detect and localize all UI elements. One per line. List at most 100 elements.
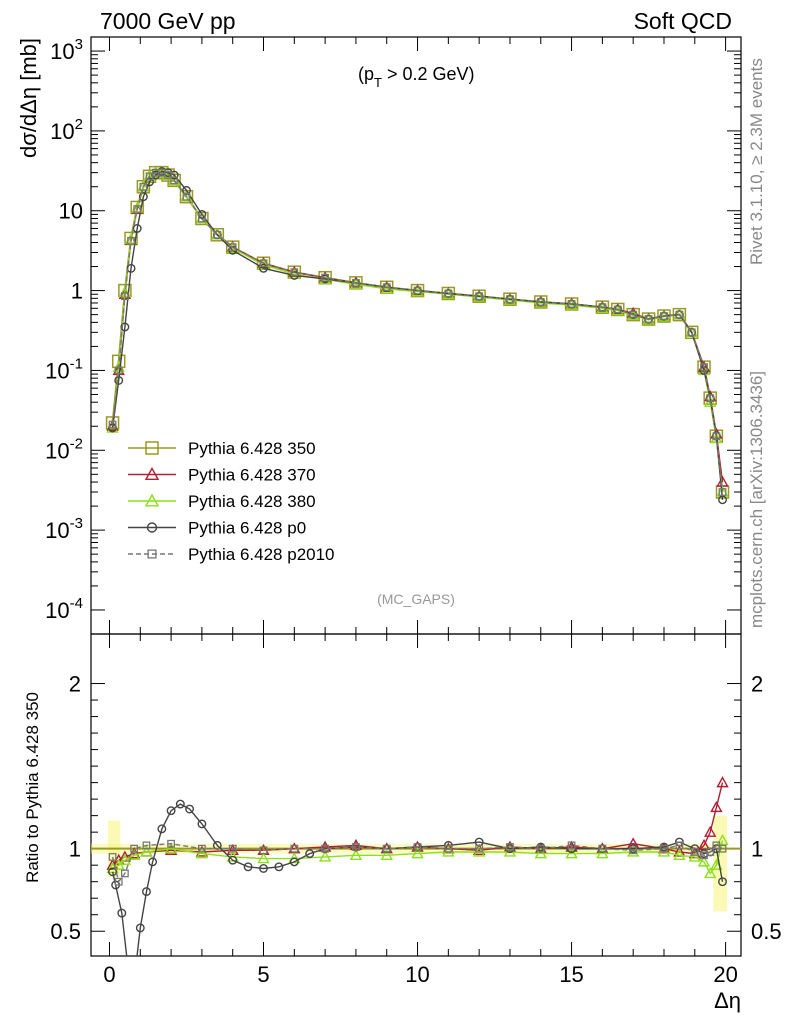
ratio-point	[167, 839, 175, 848]
ratio-point	[598, 844, 607, 853]
ratio-point	[130, 844, 139, 853]
ratio-point	[629, 846, 638, 855]
data-point	[138, 192, 148, 202]
data-point	[167, 173, 181, 186]
ratio-point	[536, 844, 545, 853]
legend-entry: Pythia 6.428 p0	[128, 519, 306, 538]
ratio-point	[259, 864, 268, 873]
ratio-pythia-6.428-p0	[108, 799, 727, 985]
ratio-point	[305, 849, 315, 859]
ratio-point	[142, 887, 151, 897]
ratio-point	[130, 977, 138, 985]
ratio-point	[475, 844, 484, 853]
legend-marker	[147, 549, 157, 559]
legend-marker	[144, 493, 160, 507]
data-point	[228, 243, 237, 252]
ratio-point	[718, 877, 727, 887]
ratio-point	[142, 841, 151, 850]
main-ytick-label: 103	[50, 36, 83, 64]
ratio-point	[198, 844, 206, 853]
data-point	[259, 263, 268, 273]
rivet-label: Rivet 3.1.10, ≥ 2.3M events	[747, 58, 766, 265]
ratio-xtick-label: 10	[405, 962, 429, 987]
ratio-pythia-6.428-p2010	[108, 839, 727, 886]
main-ytick-label: 10-1	[45, 355, 83, 383]
ratio-point	[118, 853, 132, 865]
data-point	[120, 322, 130, 332]
ratio-point	[257, 852, 270, 864]
legend-entry: Pythia 6.428 p2010	[128, 545, 335, 564]
data-point	[706, 394, 715, 403]
series-line	[111, 171, 724, 483]
main-ytick-label: 10-3	[45, 515, 83, 543]
ratio-panel: 0 5 10 15 20 0.5 0.5 1 1 2 2 Ratio to Pythia 6.428…	[23, 633, 782, 987]
ratio-point	[259, 846, 268, 855]
ratio-point	[108, 853, 117, 861]
ratio-plot-frame	[90, 633, 742, 957]
ratio-point	[349, 848, 363, 860]
ratio-ticks: 0 5 10 15 20 0.5 0.5 1 1 2 2	[50, 634, 782, 987]
ratio-point	[124, 964, 132, 972]
ratio-point	[444, 844, 453, 853]
legend-marker	[146, 522, 158, 533]
mcplots-label: mcplots.cern.ch [arXiv:1306.3436]	[747, 371, 766, 628]
data-point	[145, 177, 154, 187]
ratio-ytick-label-right: 0.5	[751, 919, 782, 944]
ratio-point	[413, 843, 422, 851]
ratio-point	[197, 819, 207, 829]
ratio-point	[675, 841, 684, 850]
data-point	[382, 283, 391, 292]
data-point	[137, 180, 150, 192]
data-point	[108, 420, 117, 429]
legend: Pythia 6.428 350 Pythia 6.428 370 Pythia 6…	[128, 439, 335, 564]
ratio-point	[690, 848, 699, 856]
data-point	[182, 192, 191, 201]
header-left: 7000 GeV pp	[100, 8, 236, 34]
data-point	[506, 295, 514, 304]
ratio-ytick-label: 1	[69, 837, 81, 862]
legend-marker	[145, 441, 159, 455]
ratio-point	[148, 857, 158, 867]
ratio-point	[565, 847, 578, 859]
ratio-point	[411, 847, 424, 859]
ratio-point	[472, 843, 486, 856]
legend-entry: Pythia 6.428 350	[128, 439, 316, 458]
main-ticks: 10-4 10-3 10-2 10-1 1 10 102 103	[45, 36, 741, 634]
ratio-ytick-label: 0.5	[50, 919, 81, 944]
ratio-point	[164, 843, 178, 856]
data-point	[132, 224, 142, 233]
data-point	[105, 416, 120, 430]
ratio-point	[228, 844, 237, 853]
cut-annotation-open: (p	[358, 64, 374, 84]
ratio-point	[382, 844, 391, 853]
ratio-point	[718, 844, 727, 853]
data-point	[629, 310, 638, 319]
data-point	[642, 313, 655, 325]
ratio-line	[112, 840, 724, 875]
data-point	[127, 236, 135, 245]
data-point	[133, 205, 142, 213]
ratio-point	[321, 844, 330, 853]
data-point	[644, 315, 653, 323]
data-point	[687, 328, 696, 337]
data-point	[180, 190, 193, 202]
data-point	[718, 488, 727, 496]
ratio-point	[318, 850, 332, 862]
cut-annotation: (pT > 0.2 GeV)	[358, 64, 475, 90]
ratio-point	[135, 923, 145, 933]
data-point	[352, 278, 360, 287]
legend-label: Pythia 6.428 370	[188, 466, 316, 485]
ratio-point	[117, 908, 127, 918]
series-pythia-6.428-p2010	[108, 168, 727, 496]
x-axis-label: Δη	[714, 988, 741, 1013]
ratio-point	[688, 850, 701, 862]
ratio-point	[704, 825, 717, 837]
legend-label: Pythia 6.428 p0	[188, 519, 306, 538]
ratio-point	[228, 855, 238, 865]
ratio-point	[274, 862, 284, 872]
main-ytick-label: 10	[59, 199, 83, 224]
ratio-ylabel: Ratio to Pythia 6.428 350	[23, 692, 42, 883]
ratio-point	[716, 833, 729, 846]
data-point	[170, 176, 179, 185]
